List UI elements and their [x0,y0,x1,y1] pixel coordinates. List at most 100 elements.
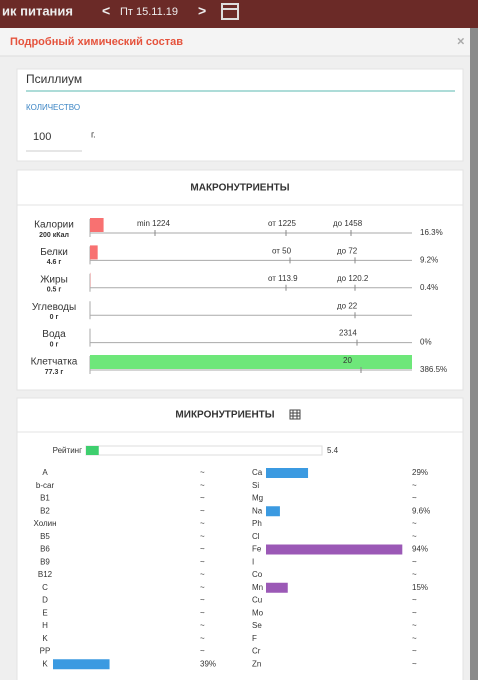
micro-name: K [42,634,48,643]
micro-bar [53,659,110,669]
micro-value: ~ [412,532,417,541]
rating-label: Рейтинг [53,446,82,455]
product-name[interactable]: Псиллиум [26,72,82,86]
micro-value: ~ [200,494,205,503]
norm-marker: от 50 [272,247,292,256]
micro-value: ~ [412,494,417,503]
micro-bar [266,506,280,516]
micro-name: Cr [252,647,261,656]
next-day[interactable]: > [198,3,206,19]
nutrient-bar [90,355,412,369]
micro-name: B12 [38,570,53,579]
micro-value: ~ [200,506,205,515]
backdrop [470,28,478,680]
micro-value: ~ [200,519,205,528]
micro-name: Se [252,621,262,630]
product-card [17,69,463,161]
norm-marker: от 1225 [268,219,297,228]
micros-card [17,398,463,680]
micro-name: E [42,608,47,617]
micro-value: ~ [412,608,417,617]
date[interactable]: Пт 15.11.19 [120,6,178,18]
micro-name: B9 [40,557,50,566]
micro-name: Si [252,481,259,490]
norm-marker: до 120.2 [337,274,369,283]
norm-marker: до 72 [337,247,358,256]
close-button[interactable]: × [457,33,465,48]
norm-marker: 2314 [339,329,357,338]
micro-name: Cu [252,596,262,605]
app-title: ик питания [2,3,73,18]
micro-name: C [42,583,48,592]
micro-value: 29% [412,468,428,477]
micro-value: 39% [200,659,216,668]
micro-value: ~ [200,634,205,643]
quantity-input[interactable]: 100 [33,131,51,143]
micro-name: H [42,621,48,630]
micro-value: ~ [412,481,417,490]
modal-title: Подробный химический состав [10,36,183,48]
percent-label: 386.5% [420,365,447,374]
micro-name: A [42,468,48,477]
nutrient-amount: 0 г [50,341,59,348]
micro-name: F [252,634,257,643]
micro-name: Mn [252,583,263,592]
micro-name: I [252,557,254,566]
micro-name: Mo [252,608,264,617]
micro-value: ~ [412,570,417,579]
micro-name: Fe [252,545,262,554]
micro-value: 94% [412,545,428,554]
micro-name: B2 [40,506,50,515]
micro-name: K [42,659,48,668]
micro-name: PP [40,647,51,656]
micro-value: 9.6% [412,506,430,515]
norm-marker: до 1458 [333,219,363,228]
micro-value: ~ [200,532,205,541]
rating-track [86,446,322,455]
micro-value: ~ [412,634,417,643]
micro-name: Холин [33,519,56,528]
nutrient-name: Калории [34,220,74,231]
percent-label: 0.4% [420,283,438,292]
micro-name: B6 [40,545,50,554]
nutrient-bar [90,245,98,259]
nutrient-name: Жиры [40,274,68,285]
micro-name: Mg [252,494,263,503]
micro-value: ~ [200,545,205,554]
nutrient-amount: 0.5 г [47,287,62,294]
micro-value: ~ [200,468,205,477]
nutrient-amount: 0 г [50,314,59,321]
quantity-unit: г. [91,129,96,139]
micro-value: ~ [200,557,205,566]
micro-name: b-car [36,481,55,490]
nutrient-name: Вода [42,329,66,340]
micro-value: ~ [200,570,205,579]
micro-name: Co [252,570,263,579]
micro-value: ~ [412,621,417,630]
micro-value: ~ [412,659,417,668]
micro-value: ~ [200,481,205,490]
rating-value: 5.4 [327,446,339,455]
micro-value: ~ [412,647,417,656]
nutrient-amount: 77.3 г [45,369,64,376]
norm-marker: до 22 [337,301,358,310]
micro-value: ~ [412,596,417,605]
norm-marker: min 1224 [137,219,170,228]
prev-day[interactable]: < [102,3,110,19]
micro-name: B5 [40,532,50,541]
micro-value: ~ [200,608,205,617]
micro-value: ~ [412,519,417,528]
nutrient-name: Белки [40,247,68,258]
macros-title: МАКРОНУТРИЕНТЫ [190,183,289,194]
micro-bar [266,468,308,478]
micro-name: B1 [40,494,50,503]
norm-marker: от 113.9 [268,274,298,283]
nutrient-name: Клетчатка [31,357,78,368]
micro-name: Ph [252,519,262,528]
percent-label: 0% [420,338,432,347]
micro-value: 15% [412,583,428,592]
micro-value: ~ [412,557,417,566]
micro-name: Ca [252,468,263,477]
